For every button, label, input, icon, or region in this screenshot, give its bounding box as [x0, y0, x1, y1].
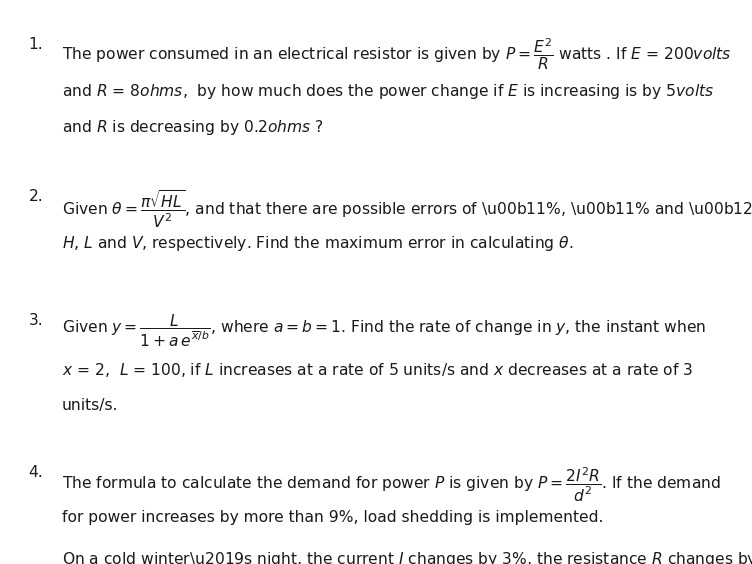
Text: and $R$ is decreasing by 0.2$ohms$ ?: and $R$ is decreasing by 0.2$ohms$ ? — [62, 118, 323, 138]
Text: 3.: 3. — [29, 313, 43, 328]
Text: The power consumed in an electrical resistor is given by $P=\dfrac{E^2}{R}$ watt: The power consumed in an electrical resi… — [62, 37, 732, 72]
Text: On a cold winter\u2019s night, the current $I$ changes by 3%, the resistance $R$: On a cold winter\u2019s night, the curre… — [62, 550, 752, 564]
Text: $x$ = 2,  $L$ = 100, if $L$ increases at a rate of 5 units/s and $x$ decreases a: $x$ = 2, $L$ = 100, if $L$ increases at … — [62, 361, 693, 379]
Text: 4.: 4. — [29, 465, 44, 481]
Text: 1.: 1. — [29, 37, 43, 52]
Text: units/s.: units/s. — [62, 398, 118, 413]
Text: 2.: 2. — [29, 189, 43, 204]
Text: Given $y = \dfrac{L}{1+a\,e^{\overline{x}/b}}$, where $a = b = 1$. Find the rate: Given $y = \dfrac{L}{1+a\,e^{\overline{x… — [62, 313, 706, 349]
Text: and $R$ = 8$ohms$,  by how much does the power change if $E$ is increasing is by: and $R$ = 8$ohms$, by how much does the … — [62, 82, 714, 101]
Text: The formula to calculate the demand for power $P$ is given by $P = \dfrac{2I^2R}: The formula to calculate the demand for … — [62, 465, 720, 504]
Text: for power increases by more than 9%, load shedding is implemented.: for power increases by more than 9%, loa… — [62, 510, 603, 526]
Text: Given $\theta = \dfrac{\pi\sqrt{HL}}{V^2}$, and that there are possible errors o: Given $\theta = \dfrac{\pi\sqrt{HL}}{V^2… — [62, 189, 752, 231]
Text: $H$, $L$ and $V$, respectively. Find the maximum error in calculating $\theta$.: $H$, $L$ and $V$, respectively. Find the… — [62, 234, 573, 253]
